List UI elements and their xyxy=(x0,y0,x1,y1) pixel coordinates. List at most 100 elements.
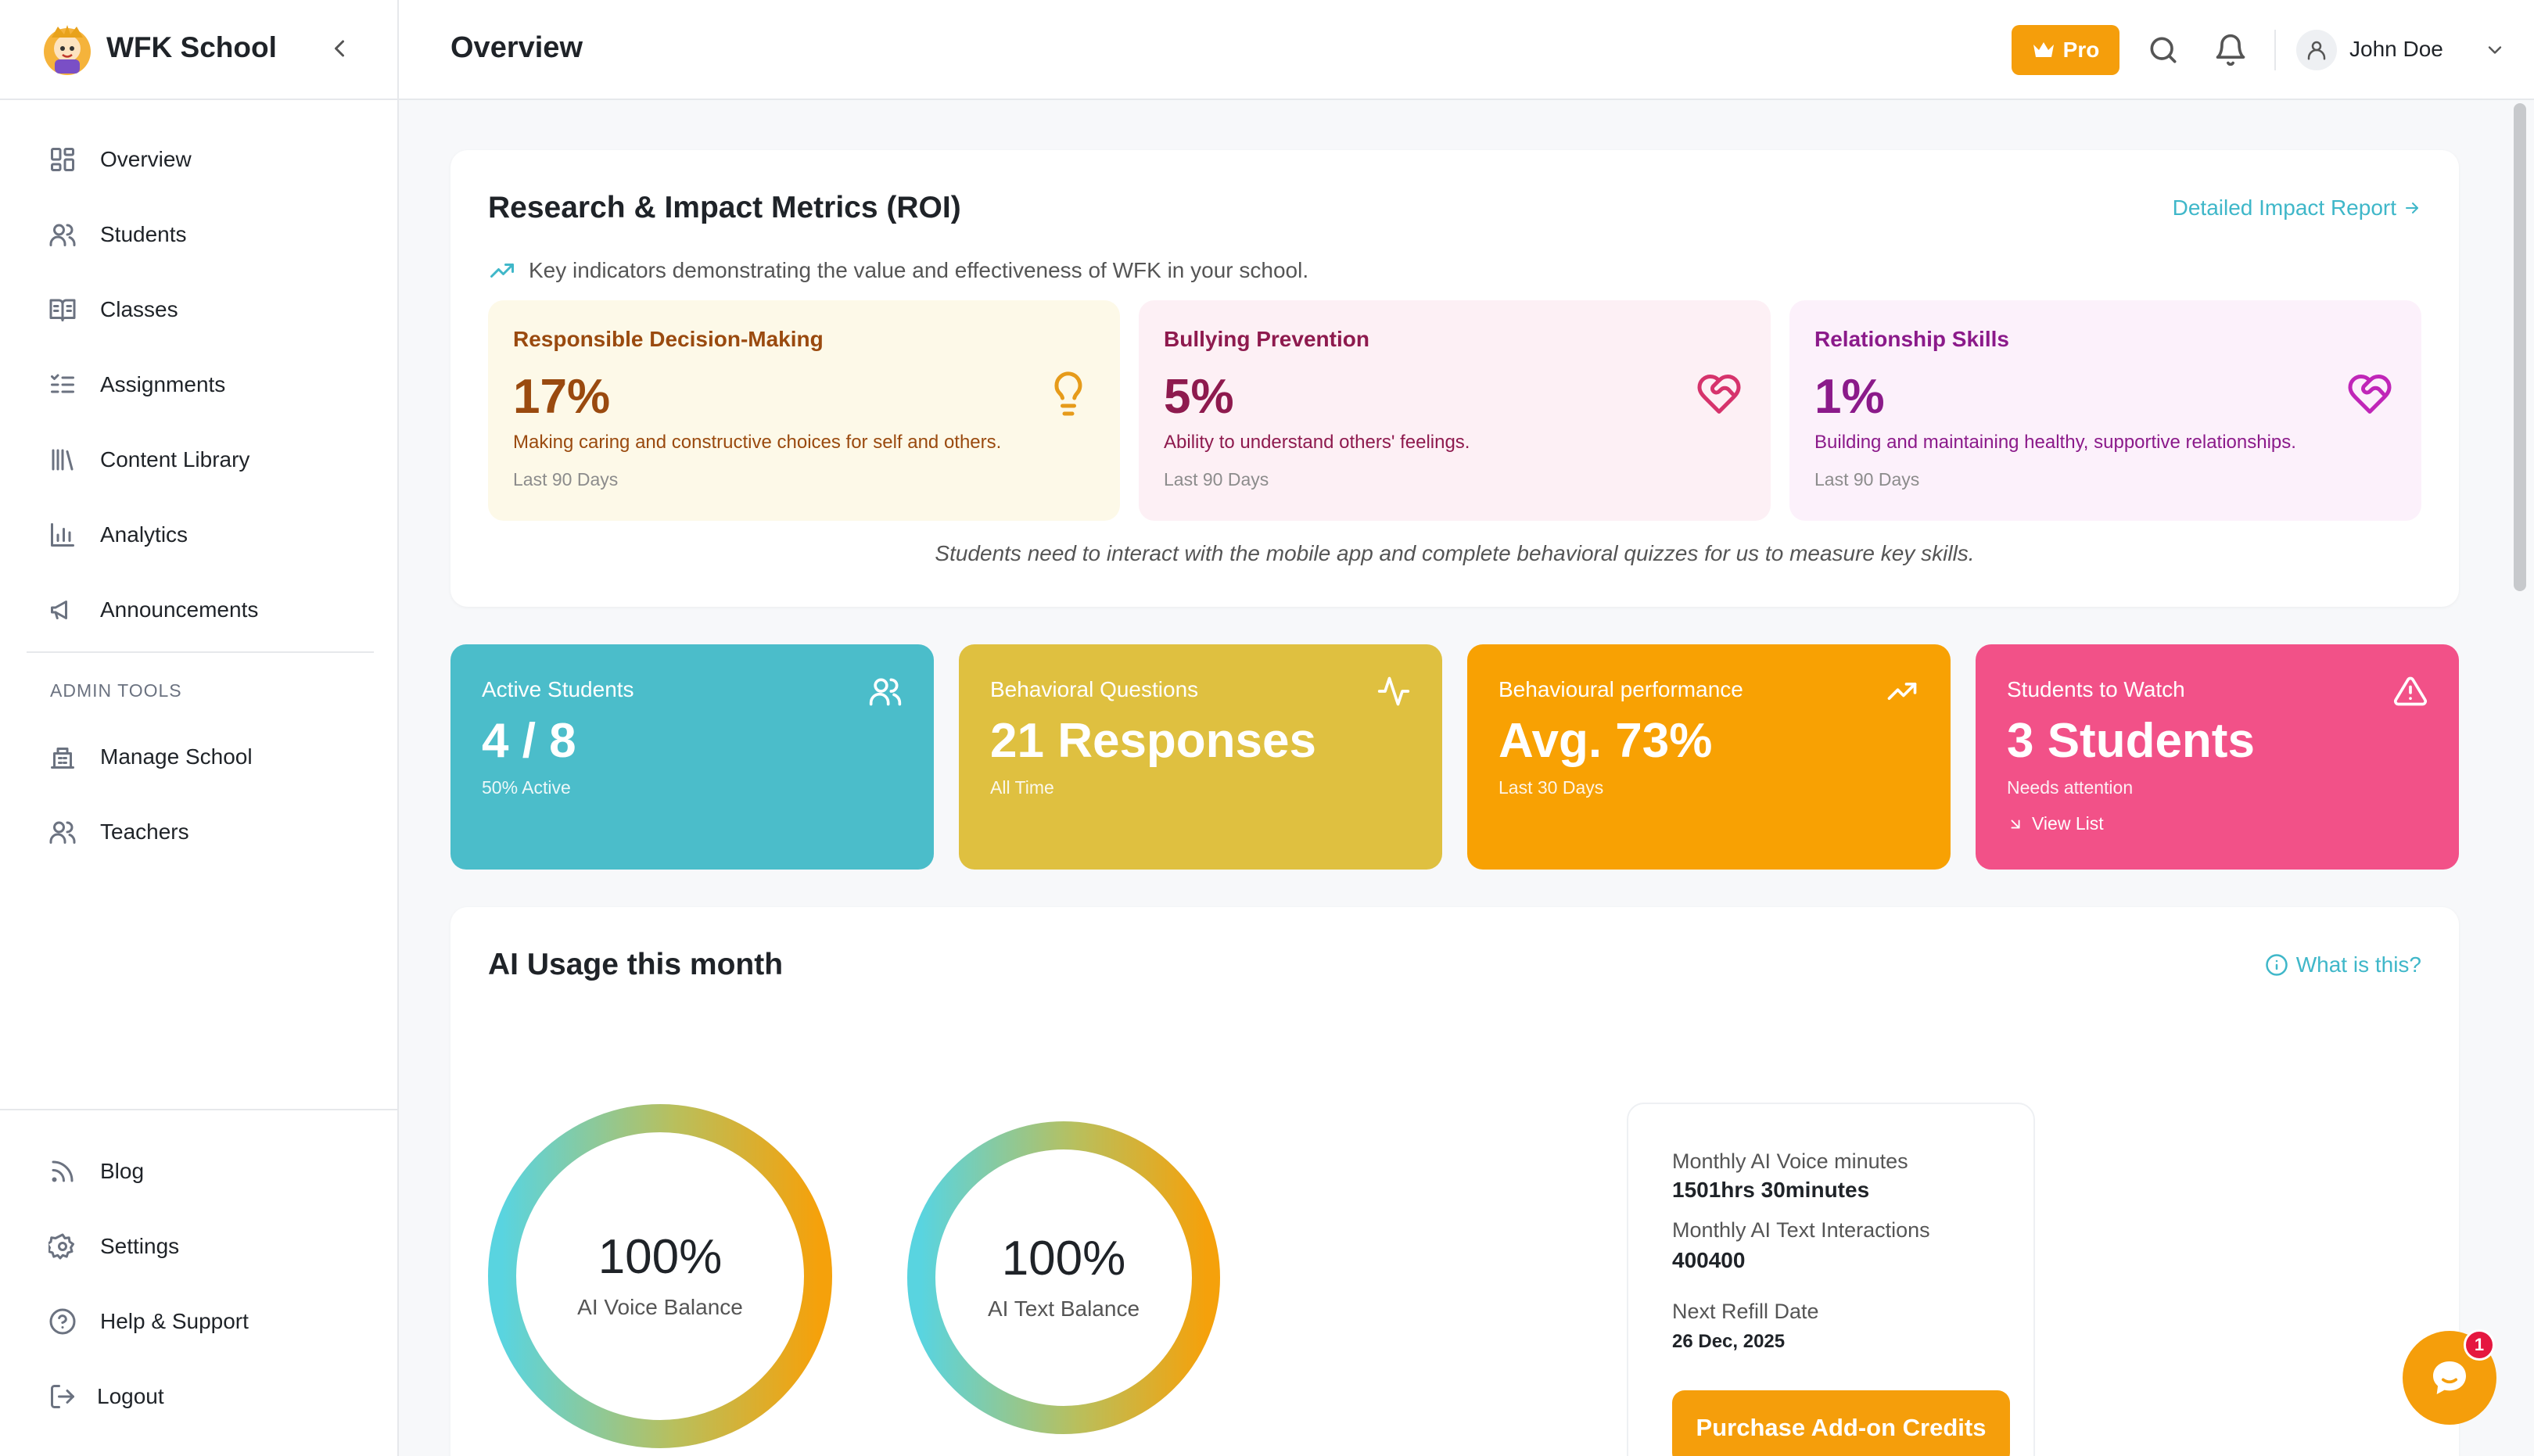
stat-value: Avg. 73% xyxy=(1499,714,1713,768)
what-is-this-label: What is this? xyxy=(2295,952,2421,977)
metric-value: 1% xyxy=(1814,370,1885,424)
stat-title: Behavioural performance xyxy=(1499,677,1743,701)
gear-icon xyxy=(48,1232,77,1261)
ai-usage-title: AI Usage this month xyxy=(488,948,784,981)
detailed-impact-report-link[interactable]: Detailed Impact Report xyxy=(2173,195,2421,221)
text-interactions-value: 400400 xyxy=(1672,1248,1746,1272)
megaphone-icon xyxy=(48,596,77,624)
next-refill-value: 26 Dec, 2025 xyxy=(1672,1331,1786,1352)
sidebar-item-label: Logout xyxy=(97,1384,164,1408)
purchase-credits-button[interactable]: Purchase Add-on Credits xyxy=(1672,1390,2010,1456)
what-is-this-link[interactable]: What is this? xyxy=(2265,952,2421,977)
sidebar-divider xyxy=(27,651,374,653)
sidebar-item-analytics[interactable]: Analytics xyxy=(0,504,399,566)
sidebar-item-content-library[interactable]: Content Library xyxy=(0,429,399,491)
view-list-link[interactable]: View List xyxy=(2007,813,2104,834)
brand-header: WFK School xyxy=(0,0,399,100)
metric-description: Ability to understand others' feelings. xyxy=(1164,432,1470,453)
chat-bubble-icon xyxy=(2428,1356,2471,1400)
next-refill-label: Next Refill Date xyxy=(1672,1300,1819,1323)
sidebar-item-blog[interactable]: Blog xyxy=(0,1140,399,1203)
metric-period: Last 90 Days xyxy=(1814,469,1920,490)
sidebar-item-label: Assignments xyxy=(100,372,226,396)
sidebar-item-classes[interactable]: Classes xyxy=(0,278,399,341)
sidebar-item-assignments[interactable]: Assignments xyxy=(0,353,399,416)
scrollbar[interactable] xyxy=(2511,102,2529,1456)
avatar[interactable] xyxy=(2296,30,2337,70)
arrow-down-right-icon xyxy=(2007,816,2024,833)
book-icon xyxy=(48,296,77,324)
scrollbar-thumb[interactable] xyxy=(2514,103,2526,591)
stat-value: 3 Students xyxy=(2007,714,2255,768)
collapse-sidebar-button[interactable] xyxy=(325,34,354,63)
alert-triangle-icon xyxy=(2393,674,2428,708)
pro-button[interactable]: Pro xyxy=(2012,25,2119,75)
sidebar-item-label: Students xyxy=(100,222,187,246)
voice-minutes-label: Monthly AI Voice minutes xyxy=(1672,1149,1908,1173)
library-icon xyxy=(48,446,77,474)
sidebar-item-overview[interactable]: Overview xyxy=(0,128,399,191)
grid-icon xyxy=(48,145,77,174)
metric-card-bullying-prevention: Bullying Prevention 5% Ability to unders… xyxy=(1139,300,1771,521)
trending-up-icon xyxy=(488,256,516,285)
donut-percent: 100% xyxy=(598,1230,723,1284)
arrow-right-icon xyxy=(2403,199,2421,217)
roi-card: Research & Impact Metrics (ROI) Detailed… xyxy=(450,150,2459,607)
stat-subtitle: Needs attention xyxy=(2007,777,2134,798)
school-logo[interactable] xyxy=(41,20,94,77)
sidebar-item-teachers[interactable]: Teachers xyxy=(0,801,399,863)
donut-label: AI Voice Balance xyxy=(577,1295,743,1319)
trending-up-icon xyxy=(1885,674,1919,708)
stat-card-behavioral-questions[interactable]: Behavioral Questions 21 Responses All Ti… xyxy=(959,644,1442,870)
sidebar-item-label: Classes xyxy=(100,297,178,321)
stat-title: Active Students xyxy=(482,677,634,701)
metric-value: 17% xyxy=(513,370,611,424)
chevron-down-icon[interactable] xyxy=(2484,39,2506,61)
sidebar-item-logout[interactable]: Logout xyxy=(0,1365,399,1428)
ai-text-balance-donut: 100% AI Text Balance xyxy=(907,1121,1220,1434)
metric-period: Last 90 Days xyxy=(513,469,619,490)
metric-description: Making caring and constructive choices f… xyxy=(513,432,1002,453)
lightbulb-icon xyxy=(1045,371,1092,418)
stat-title: Behavioral Questions xyxy=(990,677,1199,701)
notification-badge: 1 xyxy=(2464,1329,2495,1361)
roi-subtitle: Key indicators demonstrating the value a… xyxy=(488,256,1308,285)
sidebar-item-label: Content Library xyxy=(100,447,250,472)
brand-name: WFK School xyxy=(106,31,277,63)
checklist-icon xyxy=(48,371,77,399)
donut-percent: 100% xyxy=(1001,1232,1126,1286)
sidebar-item-announcements[interactable]: Announcements xyxy=(0,579,399,641)
metric-title: Bullying Prevention xyxy=(1164,327,1369,351)
info-icon xyxy=(2265,953,2288,977)
sidebar-item-help-support[interactable]: Help & Support xyxy=(0,1290,399,1353)
stat-card-students-to-watch[interactable]: Students to Watch 3 Students Needs atten… xyxy=(1976,644,2459,870)
pro-label: Pro xyxy=(2062,38,2100,62)
donut-label: AI Text Balance xyxy=(987,1296,1140,1321)
heart-handshake-icon xyxy=(2346,371,2393,418)
roi-link-label: Detailed Impact Report xyxy=(2172,195,2396,220)
user-name[interactable]: John Doe xyxy=(2349,37,2443,61)
users-icon xyxy=(48,221,77,249)
sidebar-item-label: Announcements xyxy=(100,597,259,622)
stat-value: 4 / 8 xyxy=(482,714,576,768)
crown-icon xyxy=(2032,40,2055,60)
ai-text-arc xyxy=(907,1121,1220,1434)
stat-title: Students to Watch xyxy=(2007,677,2185,701)
sidebar-item-label: Settings xyxy=(100,1234,180,1258)
sidebar-item-manage-school[interactable]: Manage School xyxy=(0,726,399,788)
topbar-divider xyxy=(2274,30,2276,70)
sidebar-item-students[interactable]: Students xyxy=(0,203,399,266)
activity-icon xyxy=(1376,674,1411,708)
bell-icon[interactable] xyxy=(2213,33,2248,67)
bar-chart-icon xyxy=(48,521,77,549)
sidebar: WFK School Overview Students Classes Ass… xyxy=(0,0,399,1456)
metric-title: Relationship Skills xyxy=(1814,327,2009,351)
stat-card-behavioural-performance[interactable]: Behavioural performance Avg. 73% Last 30… xyxy=(1467,644,1951,870)
stat-card-active-students[interactable]: Active Students 4 / 8 50% Active xyxy=(450,644,934,870)
sidebar-item-settings[interactable]: Settings xyxy=(0,1215,399,1278)
metric-title: Responsible Decision-Making xyxy=(513,327,824,351)
sidebar-item-label: Manage School xyxy=(100,744,253,769)
roi-title: Research & Impact Metrics (ROI) xyxy=(488,191,961,224)
search-icon[interactable] xyxy=(2146,33,2180,67)
ai-voice-arc xyxy=(488,1104,832,1448)
